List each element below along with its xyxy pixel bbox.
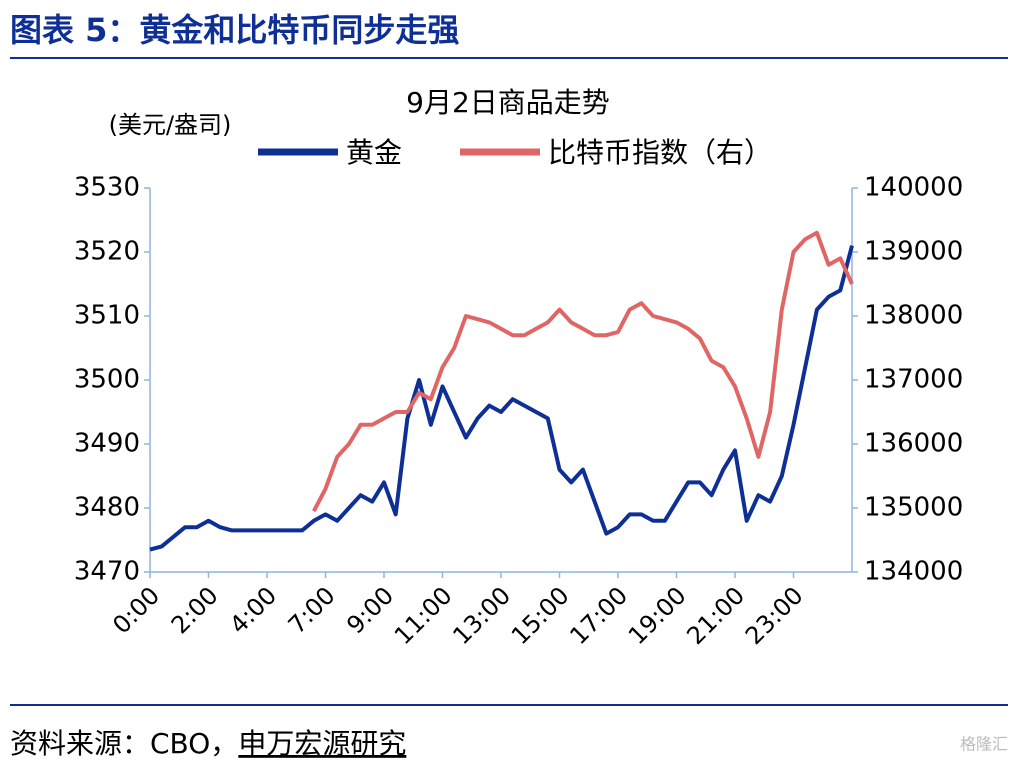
y2-tick-label: 137000 [864, 365, 963, 395]
y-tick-label: 3470 [74, 557, 140, 587]
y2-tick-label: 140000 [864, 173, 963, 203]
x-tick-label: 7:00 [283, 581, 341, 639]
series-line [149, 245, 854, 552]
x-tick-label: 17:00 [564, 581, 633, 650]
y-tick-label: 3530 [74, 173, 140, 203]
y-axis-label: (美元/盎司) [109, 111, 232, 139]
y-tick-label: 3480 [74, 493, 140, 523]
y2-tick-label: 134000 [864, 557, 963, 587]
x-tick-label: 19:00 [623, 581, 692, 650]
y-tick-label: 3510 [74, 301, 140, 331]
x-tick-label: 2:00 [166, 581, 224, 639]
header-title: 图表 5：黄金和比特币同步走强 [10, 11, 459, 49]
legend-label: 黄金 [346, 136, 402, 169]
watermark: 格隆汇 [960, 735, 1008, 754]
legend-label: 比特币指数（右） [548, 136, 772, 169]
series-line [312, 230, 854, 513]
y-tick-label: 3490 [74, 429, 140, 459]
y-tick-label: 3520 [74, 237, 140, 267]
x-tick-label: 13:00 [447, 581, 516, 650]
x-tick-label: 4:00 [224, 581, 282, 639]
chart-title: 9月2日商品走势 [406, 86, 610, 119]
y-tick-label: 3500 [74, 365, 140, 395]
x-tick-label: 23:00 [740, 581, 809, 650]
x-tick-label: 21:00 [681, 581, 750, 650]
source-org: 申万宏源研究 [238, 727, 406, 760]
y2-tick-label: 139000 [864, 237, 963, 267]
source: 资料来源：CBO，申万宏源研究 [10, 727, 406, 760]
x-tick-label: 0:00 [107, 581, 165, 639]
y2-tick-label: 138000 [864, 301, 963, 331]
y2-tick-label: 136000 [864, 429, 963, 459]
x-tick-label: 15:00 [506, 581, 575, 650]
source-text: 资料来源：CBO， [10, 727, 238, 760]
y2-tick-label: 135000 [864, 493, 963, 523]
x-tick-label: 11:00 [389, 581, 458, 650]
